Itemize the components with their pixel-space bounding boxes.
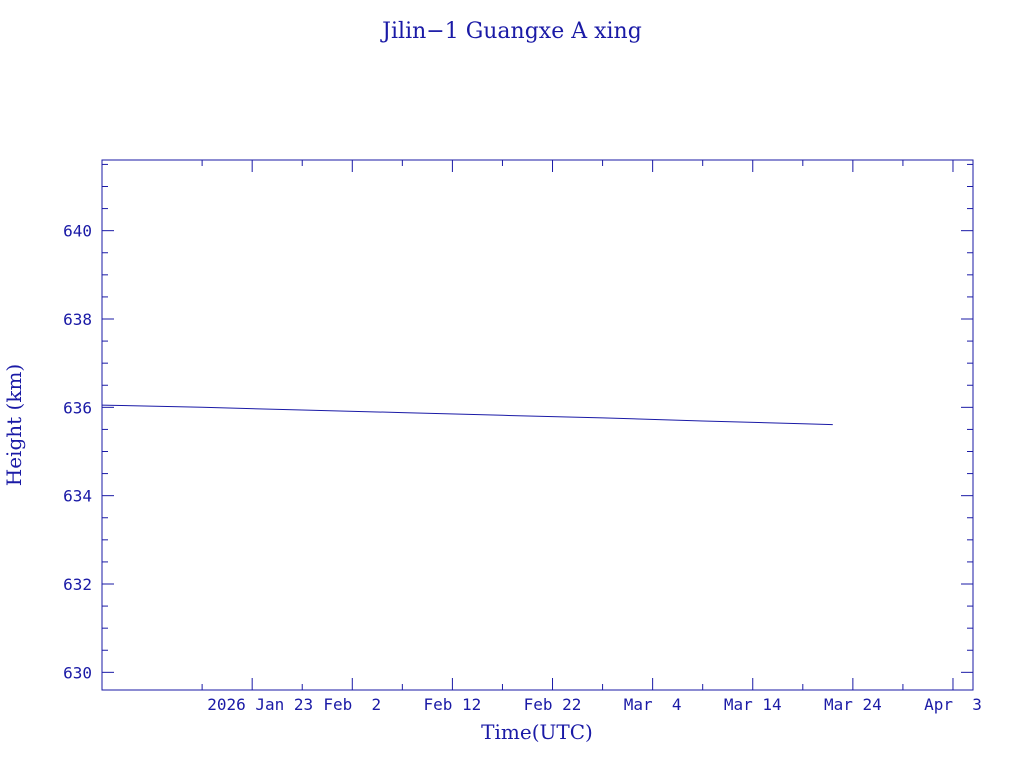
y-tick-label: 640	[63, 222, 92, 241]
y-tick-labels: 630 632 634 636 638 640	[63, 222, 92, 683]
axis-ticks	[101, 160, 973, 690]
x-tick-label: 2026 Jan 23	[207, 695, 313, 714]
plot-frame	[101, 159, 974, 691]
y-axis-label: Height (km)	[2, 364, 26, 486]
x-tick-labels: 2026 Jan 23 Feb 2 Feb 12 Feb 22 Mar 4 Mar 14 M…	[207, 695, 982, 714]
y-tick-label: 636	[63, 398, 92, 417]
x-tick-label: Apr 3	[924, 695, 982, 714]
x-tick-label: Mar 4	[624, 695, 682, 714]
x-tick-label: Feb 12	[424, 695, 482, 714]
x-tick-label: Mar 14	[724, 695, 782, 714]
chart-title: Jilin−1 Guangxe A xing	[380, 19, 642, 44]
x-tick-label: Feb 2	[323, 695, 381, 714]
y-tick-label: 630	[63, 663, 92, 682]
x-tick-label: Mar 24	[824, 695, 882, 714]
x-axis-label: Time(UTC)	[481, 720, 593, 744]
x-tick-label: Feb 22	[524, 695, 582, 714]
y-tick-label: 638	[63, 310, 92, 329]
series-layer	[101, 404, 833, 426]
y-tick-label: 634	[63, 487, 92, 506]
y-tick-label: 632	[63, 575, 92, 594]
series-line	[101, 404, 833, 426]
